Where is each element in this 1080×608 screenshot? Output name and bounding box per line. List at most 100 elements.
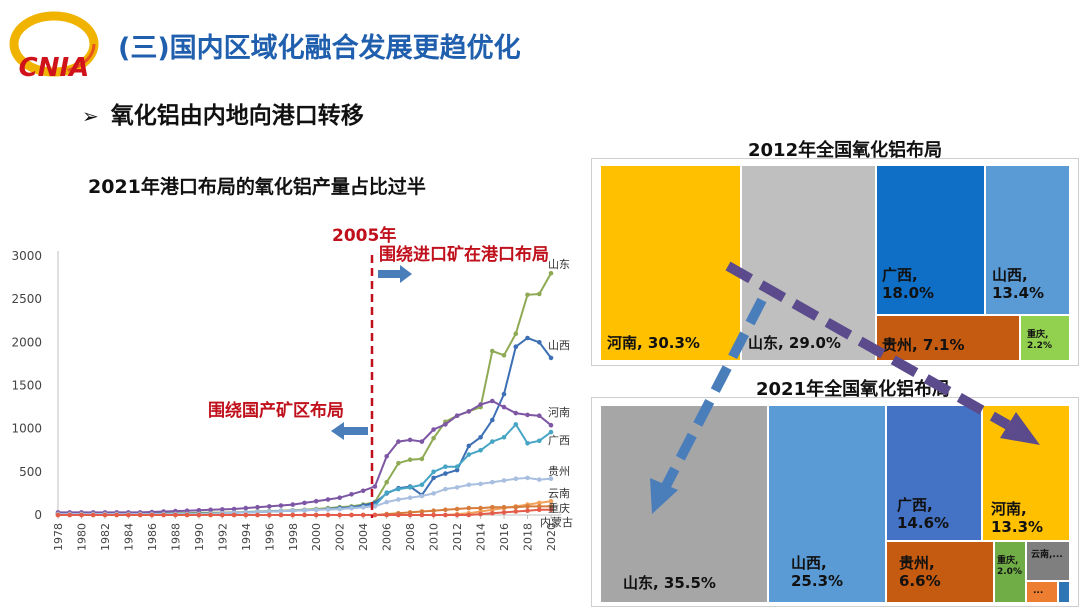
x-tick-label: 1996 [263,523,276,551]
data-point [384,454,390,459]
data-point [278,512,284,518]
x-tick-label: 2006 [381,523,394,551]
data-point [90,512,96,518]
year-label: 2005年 [332,225,396,246]
data-point [443,507,448,513]
data-point [431,469,436,475]
bullet-point: ➢ 氧化铝由内地向港口转移 [82,96,364,130]
treemap-2012: 河南, 30.3% 山东, 29.0% 广西, 18.0% 山西, 13.4% … [600,165,1070,361]
x-tick-label: 2012 [451,523,464,551]
page-title: (三)国内区域化融合发展更趋优化 [118,33,521,64]
y-tick-label: 3000 [11,249,42,263]
x-tick-label: 2000 [310,523,323,551]
y-tick-label: 2000 [11,335,42,349]
data-point [490,398,495,404]
data-point [513,344,519,349]
data-point [290,512,296,518]
series-line [58,272,552,515]
data-point [431,475,436,481]
data-point [478,511,483,517]
treemap-2021-cell [1058,581,1070,603]
x-tick-label: 1978 [52,523,65,551]
data-point [419,482,425,488]
data-point [443,471,448,476]
y-tick-label: 2500 [11,292,42,306]
data-point [525,508,530,513]
treemap-2021-cell: 山西, 25.3% [768,405,886,603]
data-point [454,413,460,418]
treemap-2012-cell: 山东, 29.0% [741,165,876,361]
series-label: 河南 [548,406,570,419]
data-point [384,490,390,495]
x-tick-label: 2010 [428,523,441,551]
data-point [525,441,530,446]
data-point [267,509,272,514]
data-point [490,511,495,516]
data-point [478,481,483,487]
data-point [443,486,448,492]
bullet-arrow-icon: ➢ [82,104,99,128]
line-chart: 0 500 1000 1500 2000 2500 3000 1978 1980 1982 1984… [11,225,573,551]
data-point [466,512,472,518]
data-point [102,512,108,518]
data-point [537,500,542,506]
data-point [419,512,425,518]
data-point [478,402,483,407]
data-point [419,509,425,514]
x-tick-label: 1994 [240,523,253,551]
data-point [231,512,237,518]
data-point [548,507,554,513]
treemap-2012-cell: 贵州, 7.1% [876,315,1020,361]
data-point [337,506,343,512]
data-point [548,504,554,509]
data-point [231,506,237,512]
data-point [396,512,401,518]
data-point [548,271,554,276]
data-point [302,500,307,506]
data-point [173,512,178,518]
y-tick-label: 500 [19,465,42,479]
x-tick-label: 1998 [287,523,300,551]
data-point [501,478,507,483]
data-point [290,502,296,507]
domestic-ore-label: 围绕国产矿区布局 [208,400,344,421]
data-point [407,457,413,462]
data-point [454,506,460,512]
data-point [525,292,530,298]
data-point [396,486,401,492]
x-tick-label: 2016 [498,523,511,551]
data-point [255,504,260,510]
data-point [55,512,61,518]
bullet-text: 氧化铝由内地向港口转移 [110,103,364,129]
data-point [137,512,143,518]
line-chart-title: 2021年港口布局的氧化铝产量占比过半 [88,176,426,198]
treemap-2012-cell: 广西, 18.0% [876,165,985,315]
data-point [501,391,507,397]
data-point [255,512,260,518]
data-point [384,499,390,505]
series-label: 山西 [548,339,570,352]
data-point [431,435,436,441]
data-point [548,422,554,428]
data-point [114,512,119,518]
data-point [243,505,249,511]
data-point [548,429,554,435]
treemap-2012-cell: 重庆, 2.2% [1020,315,1070,361]
data-point [149,512,155,518]
x-tick-label: 1990 [193,523,206,551]
timeline-annotation: 2005年 围绕进口矿在港口布局 围绕国产矿区布局 [208,225,549,518]
data-point [302,512,307,518]
x-tick-label: 1986 [146,523,159,551]
data-point [537,340,542,345]
treemap-2021-cell: 广西, 14.6% [886,405,982,541]
data-point [196,512,202,518]
x-tick-label: 1992 [216,523,229,551]
data-point [384,479,390,485]
treemap-2021-cell: 河南, 13.3% [982,405,1070,541]
treemap-2021-cell: 山东, 35.5% [600,405,768,603]
y-tick-label: 1000 [11,422,42,436]
x-tick-label: 2018 [522,523,535,551]
x-tick-label: 2004 [357,523,370,551]
data-point [337,512,343,518]
